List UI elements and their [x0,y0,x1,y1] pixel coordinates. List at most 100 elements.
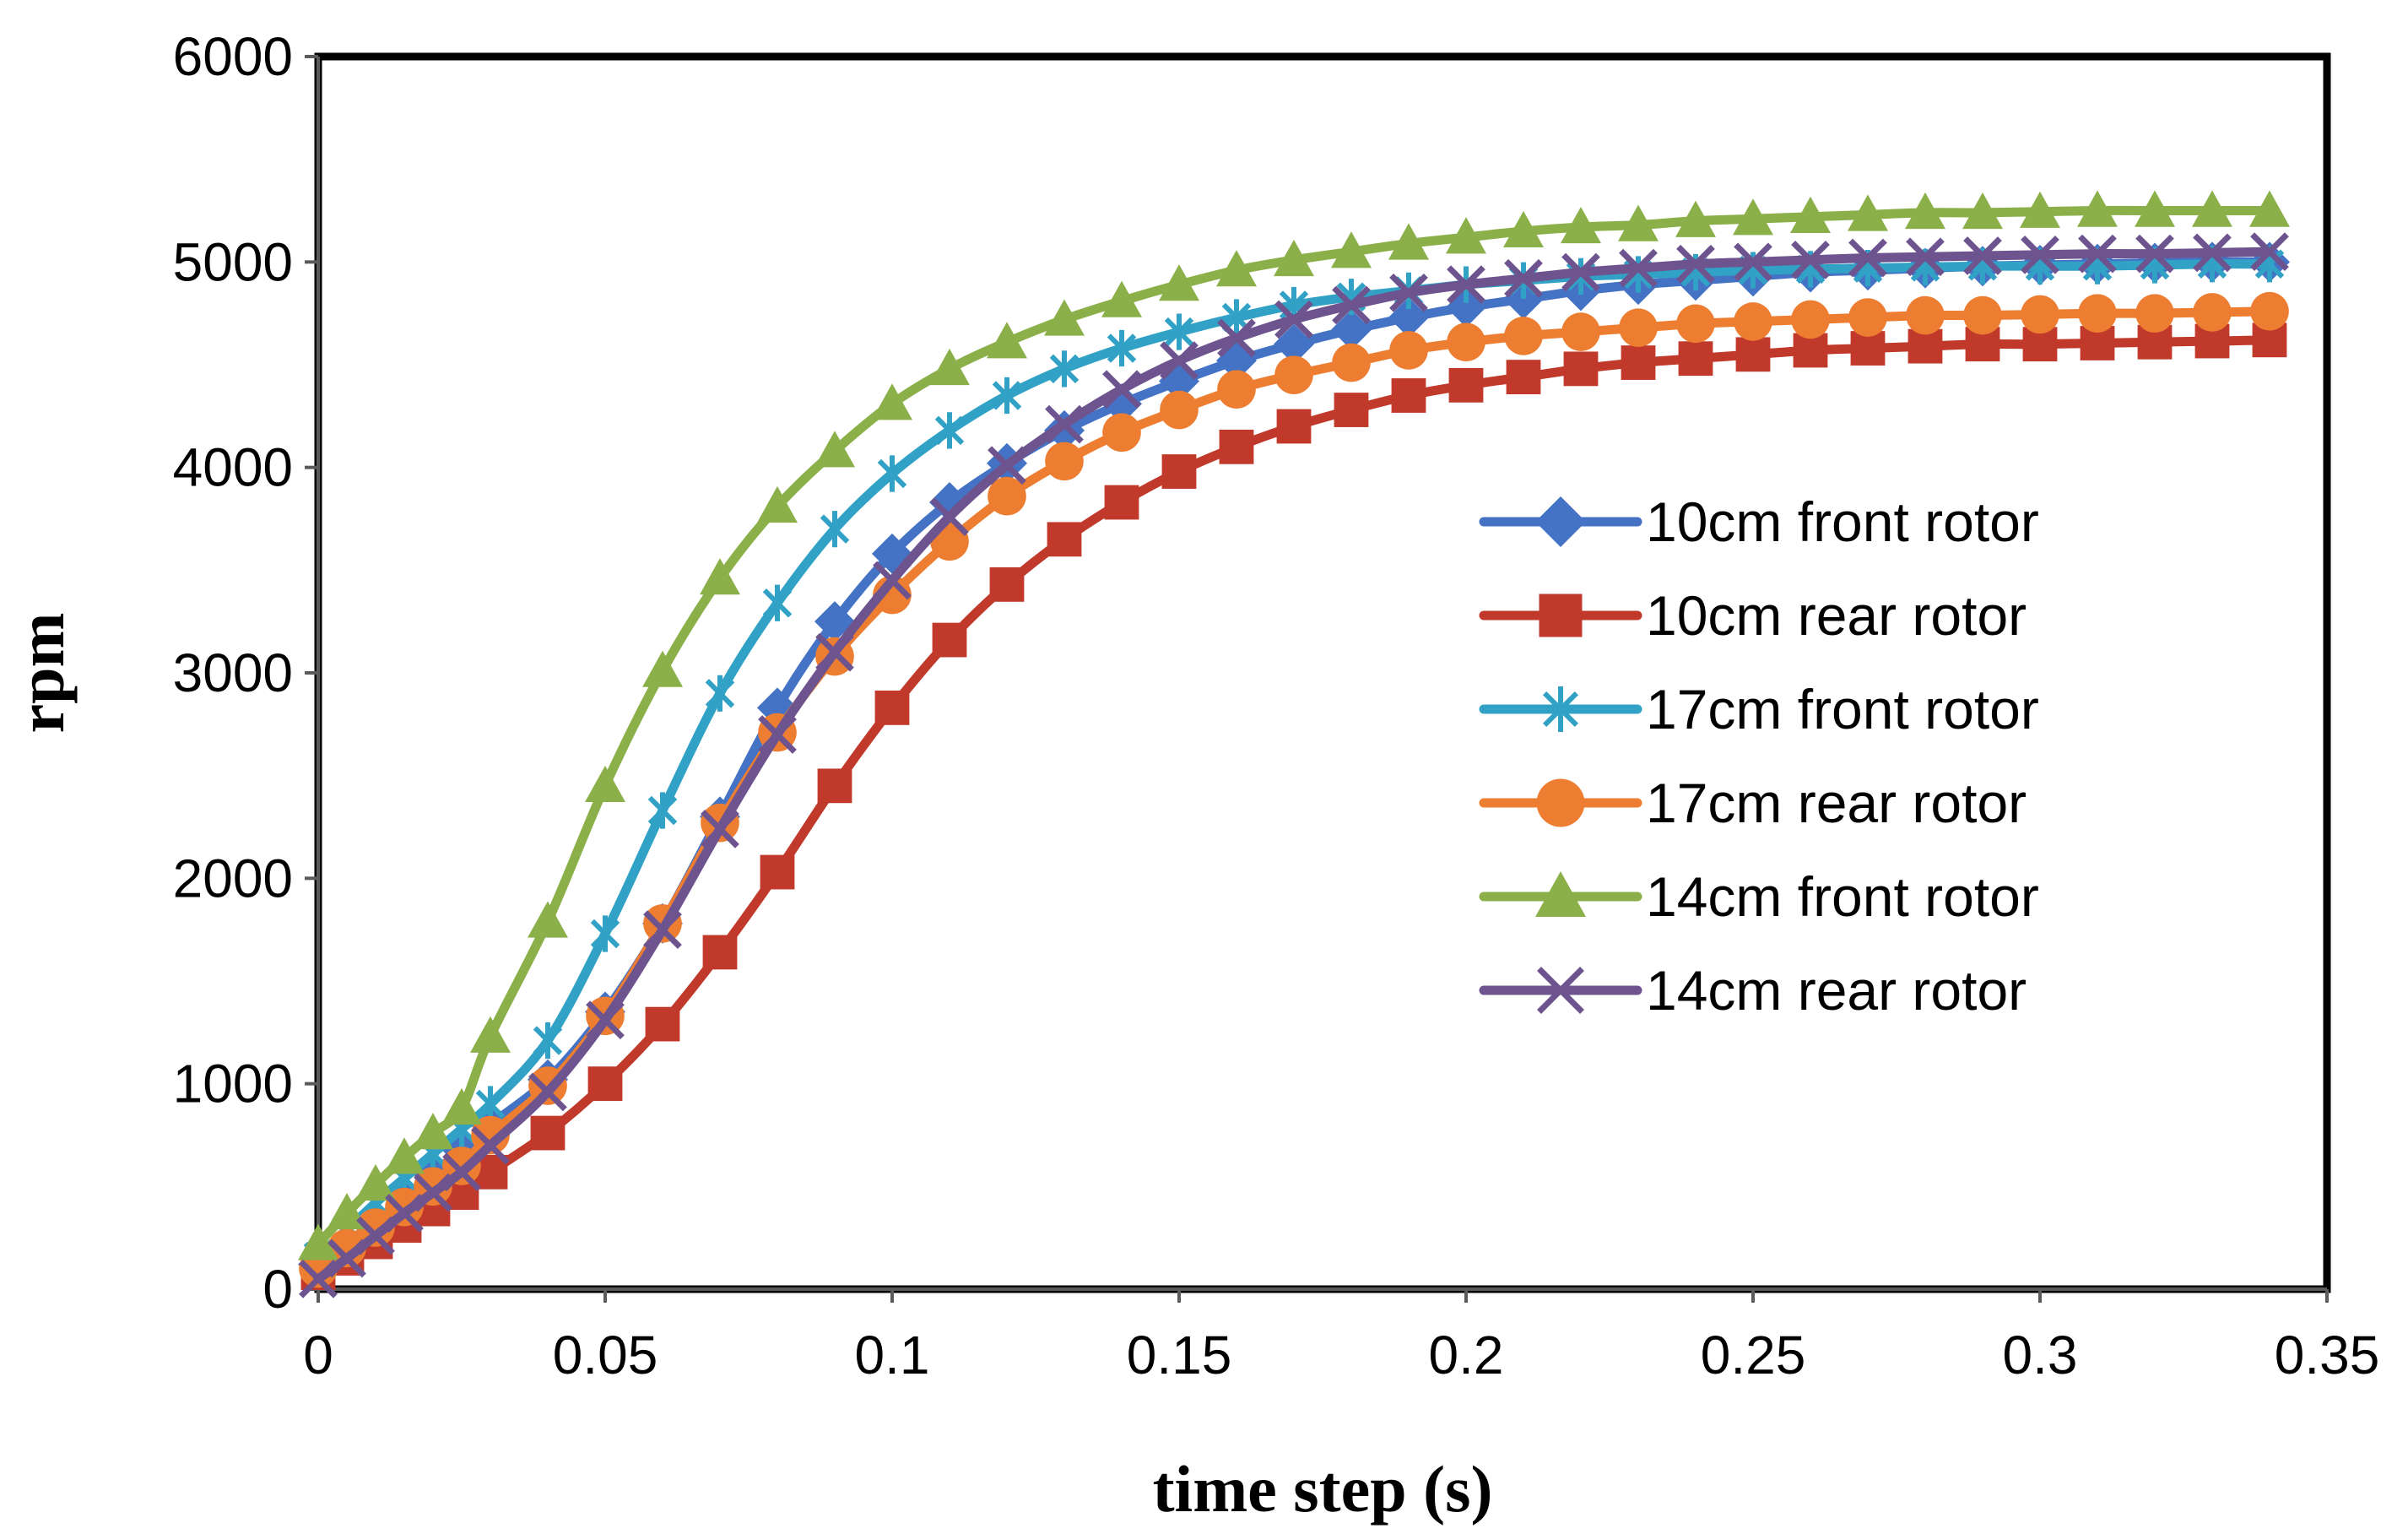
data-point-14cm-front-rotor [1503,210,1544,248]
data-point-14cm-front-rotor [355,1163,396,1201]
x-tick-label: 0.2 [1429,1325,1504,1385]
data-point-14cm-rear-rotor [2078,234,2117,274]
data-point-14cm-rear-rotor [2135,234,2174,274]
data-point-17cm-rear-rotor [1561,312,1600,351]
data-point-14cm-front-rotor [528,901,568,938]
legend-label: 10cm rear rotor [1646,584,2027,647]
data-point-14cm-rear-rotor [327,1239,366,1278]
data-point-10cm-rear-rotor [1506,360,1541,394]
y-tick-label: 1000 [173,1054,293,1114]
x-tick-label: 0.25 [1701,1325,1806,1385]
data-point-14cm-rear-rotor [701,810,739,848]
legend-marker [1542,686,1579,732]
legend-marker [1535,871,1586,917]
data-point-17cm-rear-rotor [1217,370,1256,409]
legend-item-10cm-front-rotor: 10cm front rotor [1479,491,2039,553]
data-point-10cm-rear-rotor [1391,378,1426,413]
data-point-10cm-rear-rotor [817,768,852,804]
data-point-14cm-front-rotor [298,1223,338,1260]
data-point-17cm-front-rotor [705,675,735,712]
data-point-14cm-front-rotor [1618,204,1659,241]
legend-label: 17cm front rotor [1646,678,2039,740]
x-tick-label: 0.35 [2275,1325,2380,1385]
data-point-10cm-rear-rotor [1161,454,1197,489]
data-point-10cm-rear-rotor [1334,393,1369,427]
legend-marker [1536,778,1585,827]
data-point-14cm-rear-rotor [1504,258,1543,298]
data-point-14cm-front-rotor [929,348,970,386]
data-point-14cm-front-rotor [1388,223,1429,260]
data-point-10cm-rear-rotor [530,1115,565,1151]
data-point-10cm-rear-rotor [1104,485,1139,520]
data-point-10cm-rear-rotor [760,854,795,890]
data-point-14cm-front-rotor [1331,231,1372,268]
data-point-14cm-rear-rotor [1906,237,1945,277]
data-point-14cm-rear-rotor [1791,241,1830,279]
data-point-17cm-rear-rotor [2135,294,2174,333]
data-point-14cm-rear-rotor [1102,370,1141,409]
data-point-14cm-rear-rotor [385,1194,424,1233]
data-point-17cm-rear-rotor [2193,293,2232,332]
data-point-17cm-front-rotor [590,915,620,952]
data-point-14cm-rear-rotor [1217,318,1256,358]
data-point-10cm-rear-rotor [1563,351,1599,387]
data-point-14cm-rear-rotor [586,1000,625,1040]
x-tick-label: 0.15 [1127,1325,1232,1385]
data-point-17cm-front-rotor [762,584,793,621]
data-point-14cm-front-rotor [2249,190,2290,227]
data-point-17cm-rear-rotor [1274,355,1313,394]
data-point-17cm-front-rotor [533,1022,563,1060]
data-point-17cm-rear-rotor [356,1208,395,1247]
y-tick-label: 0 [262,1259,293,1320]
data-point-17cm-rear-rotor [1791,300,1830,339]
y-axis-title: rpm [4,613,78,734]
data-point-14cm-front-rotor [2192,190,2232,227]
data-point-14cm-front-rotor [814,431,855,468]
data-point-14cm-front-rotor [1962,192,2003,230]
data-point-10cm-rear-rotor [587,1066,623,1102]
data-point-14cm-front-rotor [1044,299,1085,336]
data-point-14cm-front-rotor [1274,239,1314,277]
data-point-17cm-rear-rotor [327,1228,366,1268]
data-point-10cm-rear-rotor [932,622,967,658]
data-point-14cm-front-rotor [1905,192,1945,230]
data-point-14cm-front-rotor [642,650,683,687]
data-point-14cm-rear-rotor [988,446,1026,485]
data-point-10cm-rear-rotor [1735,337,1771,372]
data-point-10cm-rear-rotor [1907,328,1943,364]
data-point-14cm-front-rotor [987,322,1027,359]
data-point-14cm-front-rotor [700,558,740,595]
legend-marker [1539,594,1583,637]
data-point-10cm-front-rotor [1274,323,1314,365]
data-point-17cm-front-rotor [647,792,678,829]
data-point-10cm-rear-rotor [1047,522,1082,557]
legend-label: 17cm rear rotor [1646,772,2027,834]
legend-marker [1535,496,1586,547]
legend-item-17cm-rear-rotor: 17cm rear rotor [1479,772,2027,834]
legend-label: 14cm front rotor [1646,865,2039,928]
x-tick-label: 0.3 [2003,1325,2078,1385]
data-point-10cm-rear-rotor [1850,331,1886,366]
data-point-10cm-rear-rotor [702,935,738,970]
data-point-10cm-rear-rotor [1219,429,1254,464]
data-point-14cm-front-rotor [441,1087,482,1125]
data-point-10cm-rear-rotor [874,690,910,725]
data-point-14cm-front-rotor [757,485,798,523]
legend-label: 14cm rear rotor [1646,959,2027,1022]
data-point-14cm-rear-rotor [414,1173,452,1212]
data-point-17cm-rear-rotor [1619,308,1658,348]
legend-marker [1537,967,1584,1014]
data-point-14cm-rear-rotor [1848,238,1887,278]
data-point-14cm-rear-rotor [1676,244,1715,284]
x-axis-title: time step (s) [1153,1452,1493,1526]
data-point-17cm-rear-rotor [1963,295,2002,335]
data-point-17cm-rear-rotor [1734,302,1772,341]
data-point-17cm-rear-rotor [1389,331,1428,370]
data-point-14cm-rear-rotor [1389,273,1428,312]
data-point-17cm-rear-rotor [2078,294,2117,333]
data-point-17cm-front-rotor [1164,313,1194,350]
data-point-14cm-rear-rotor [356,1216,395,1255]
data-point-14cm-front-rotor [1848,194,1888,231]
legend-item-17cm-front-rotor: 17cm front rotor [1479,678,2039,740]
data-point-14cm-front-rotor [2077,190,2118,227]
